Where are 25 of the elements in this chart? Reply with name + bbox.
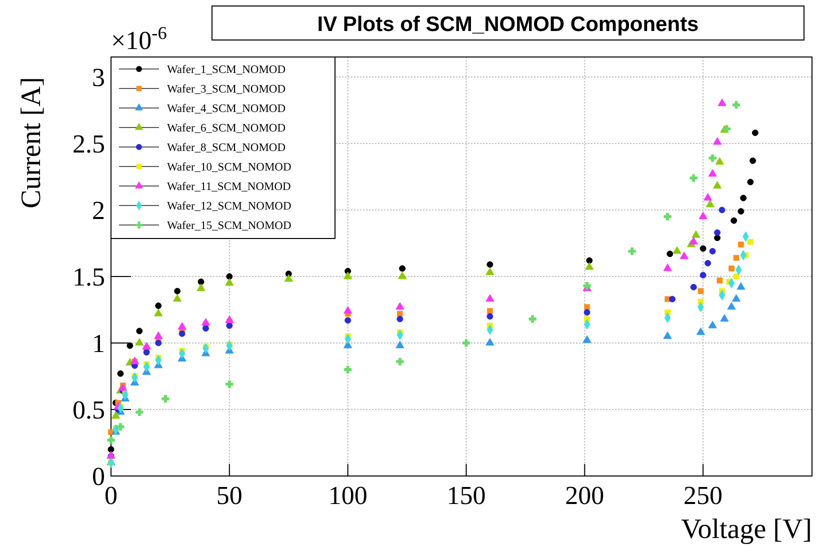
y-tick-label: 0	[92, 462, 105, 491]
x-axis-title: Voltage [V]	[681, 514, 812, 545]
x-tick-label: 250	[684, 481, 723, 510]
text: ×10$^{-6}$	[111, 23, 167, 55]
y-tick-label: 1.5	[72, 262, 105, 292]
legend-label: Wafer_10_SCM_NOMOD	[167, 162, 292, 174]
legend-label: Wafer_3_SCM_NOMOD	[167, 84, 286, 96]
legend-label: Wafer_11_SCM_NOMOD	[167, 181, 291, 193]
legend-label: Wafer_12_SCM_NOMOD	[167, 200, 292, 212]
legend-label: Wafer_15_SCM_NOMOD	[167, 220, 292, 232]
legend-label: Wafer_4_SCM_NOMOD	[167, 103, 286, 115]
legend-label: Wafer_6_SCM_NOMOD	[167, 122, 286, 134]
y-tick-label: 3	[92, 62, 105, 92]
x-tick-label: 150	[446, 481, 486, 510]
y-tick-label: 2	[92, 196, 105, 225]
y-axis-title: Current [A]	[16, 77, 47, 208]
y-tick-label: 0.5	[72, 395, 105, 424]
legend-label: Wafer_8_SCM_NOMOD	[167, 142, 286, 154]
y-tick-label: 1	[92, 328, 105, 358]
x-tick-label: 200	[565, 481, 604, 510]
chart-title: IV Plots of SCM_NOMOD Components	[317, 13, 699, 36]
x-tick-label: 100	[328, 481, 368, 510]
y-tick-label: 2.5	[72, 129, 105, 158]
x-tick-label: 50	[216, 481, 242, 510]
legend-label: Wafer_1_SCM_NOMOD	[167, 64, 286, 76]
